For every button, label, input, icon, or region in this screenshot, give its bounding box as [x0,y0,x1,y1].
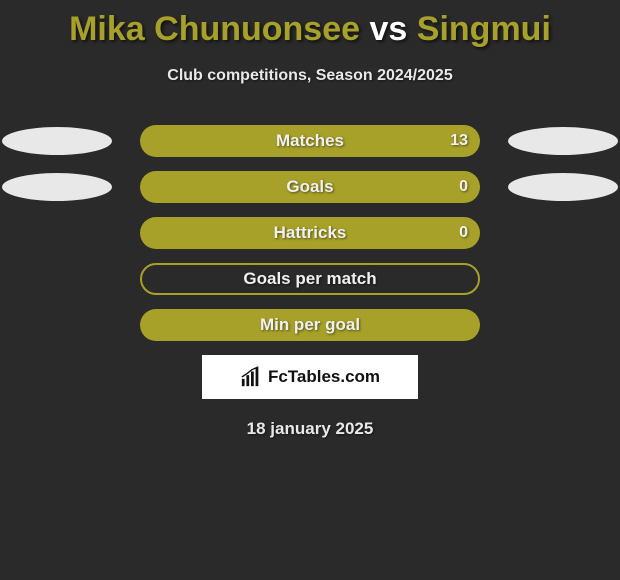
stat-bar: Goals per match [140,263,480,295]
stat-value-right: 0 [459,224,468,242]
stat-row: Hattricks 0 [0,217,620,249]
subtitle: Club competitions, Season 2024/2025 [0,67,620,85]
stat-bar: Matches 13 [140,125,480,157]
right-ellipse [508,173,618,201]
stat-value-right: 0 [459,178,468,196]
stat-row: Min per goal [0,309,620,341]
right-ellipse [508,127,618,155]
stat-row: Goals per match [0,263,620,295]
date-text: 18 january 2025 [0,419,620,439]
stat-label: Goals per match [243,269,376,289]
stat-value-right: 13 [450,132,468,150]
player1-name: Mika Chunuonsee [69,10,360,48]
branding-text: FcTables.com [268,367,380,387]
stat-bar: Hattricks 0 [140,217,480,249]
stat-label: Hattricks [274,223,347,243]
left-ellipse [2,127,112,155]
stat-bar: Goals 0 [140,171,480,203]
vs-separator: vs [370,10,408,48]
stat-label: Matches [276,131,344,151]
stat-bar: Min per goal [140,309,480,341]
comparison-title: Mika Chunuonsee vs Singmui [0,0,620,49]
left-ellipse [2,173,112,201]
player2-name: Singmui [417,10,551,48]
stat-row: Goals 0 [0,171,620,203]
bar-chart-icon [240,366,262,388]
stat-label: Goals [286,177,333,197]
stat-label: Min per goal [260,315,360,335]
branding-box: FcTables.com [202,355,418,399]
stat-row: Matches 13 [0,125,620,157]
stat-rows: Matches 13 Goals 0 Hattricks 0 Goals per… [0,125,620,341]
